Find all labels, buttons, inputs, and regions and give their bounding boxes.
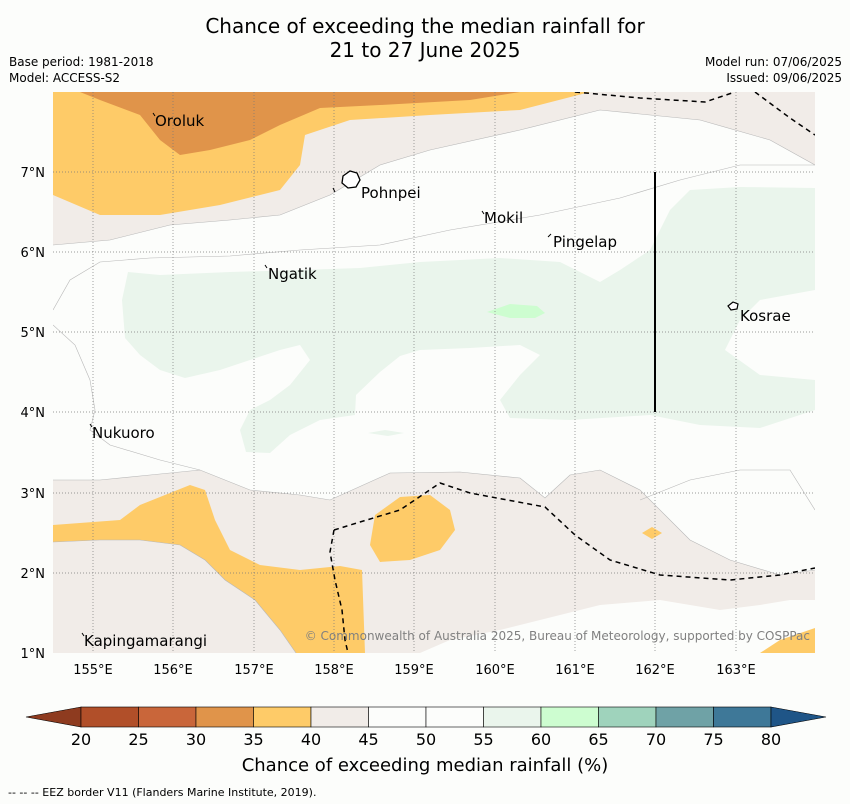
place-label-nukuoro: Nukuoro (92, 424, 155, 442)
lon-tick: 157°E (234, 663, 274, 678)
lat-tick: 7°N (21, 166, 46, 181)
lat-tick: 5°N (21, 326, 46, 341)
place-label-oroluk: Oroluk (155, 112, 204, 130)
map-title-line2: 21 to 27 June 2025 (329, 38, 521, 62)
place-label-pohnpei: Pohnpei (361, 184, 421, 202)
colorbar-tick-label: 80 (761, 730, 781, 749)
pohnpei-island-icon (341, 170, 361, 189)
colorbar-tick-label: 30 (186, 730, 206, 749)
contour-lines (53, 109, 815, 653)
colorbar-tick-label: 75 (703, 730, 723, 749)
colorbar-bin (598, 706, 657, 728)
colorbar-bin (655, 706, 714, 728)
colorbar: 20 25 30 35 40 45 50 55 60 65 70 75 80 (25, 706, 827, 749)
lat-tick: 6°N (21, 246, 46, 261)
place-label-ngatik: Ngatik (268, 265, 317, 283)
lat-tick: 4°N (21, 406, 46, 421)
model-run-label: Model run: 07/06/2025 (704, 55, 842, 69)
south-orange-blob (370, 495, 455, 562)
green-55-sliver (368, 430, 404, 436)
colorbar-bin (540, 706, 599, 728)
colorbar-tick-label: 20 (71, 730, 91, 749)
colorbar-bin (483, 706, 542, 728)
colorbar-bin (713, 706, 772, 728)
kosrae-island-icon (727, 301, 739, 311)
south-light-band (53, 470, 815, 653)
colorbar-bin (80, 706, 139, 728)
base-period-label: Base period: 1981-2018 (9, 55, 154, 69)
lon-tick: 156°E (153, 663, 193, 678)
lat-tick: 2°N (21, 567, 46, 582)
lat-tick: 1°N (21, 647, 46, 662)
lon-tick: 159°E (394, 663, 434, 678)
map-fields: Oroluk Pohnpei Mokil Pingelap Ngatik Kos… (53, 92, 815, 653)
issued-label: Issued: 09/06/2025 (726, 71, 842, 85)
colorbar-tick-label: 60 (531, 730, 551, 749)
colorbar-bin (368, 706, 427, 728)
eez-borders (329, 92, 815, 653)
colorbar-bin (253, 706, 312, 728)
colorbar-bin (310, 706, 369, 728)
colorbar-tick-label: 25 (128, 730, 148, 749)
eez-footnote: -- -- -- EEZ border V11 (Flanders Marine… (8, 786, 317, 799)
copyright-notice: © Commonwealth of Australia 2025, Bureau… (305, 629, 810, 643)
colorbar-bin (195, 706, 254, 728)
colorbar-tick-label: 65 (588, 730, 608, 749)
lon-tick: 163°E (716, 663, 756, 678)
central-green-area (122, 187, 815, 453)
green-60-65-blob (487, 304, 545, 318)
south-orange-diamond (642, 527, 662, 539)
lon-tick-labels: 155°E 156°E 157°E 158°E 159°E 160°E 161°… (73, 663, 756, 678)
colorbar-tick-label: 50 (416, 730, 436, 749)
model-label: Model: ACCESS-S2 (9, 71, 121, 85)
lat-tick: 3°N (21, 487, 46, 502)
colorbar-tick-label: 55 (473, 730, 493, 749)
colorbar-over-arrow (770, 706, 827, 728)
colorbar-tick-label: 35 (243, 730, 263, 749)
colorbar-bin (138, 706, 197, 728)
lon-tick: 162°E (635, 663, 675, 678)
south-orange-west (53, 485, 365, 653)
map-title-line1: Chance of exceeding the median rainfall … (205, 14, 645, 38)
lat-tick-labels: 7°N 6°N 5°N 4°N 3°N 2°N 1°N (21, 166, 46, 662)
colorbar-tick-label: 70 (646, 730, 666, 749)
place-label-mokil: Mokil (484, 209, 523, 227)
colorbar-under-arrow (25, 706, 82, 728)
place-label-pingelap: Pingelap (553, 233, 617, 251)
atoll-marks (81, 112, 552, 637)
colorbar-tick-label: 40 (301, 730, 321, 749)
lon-tick: 161°E (555, 663, 595, 678)
colorbar-label: Chance of exceeding median rainfall (%) (241, 755, 609, 776)
south-orange-east (760, 628, 815, 653)
place-label-kosrae: Kosrae (740, 307, 791, 325)
place-label-kapingamarangi: Kapingamarangi (84, 632, 207, 650)
colorbar-tick-label: 45 (358, 730, 378, 749)
lon-tick: 155°E (73, 663, 113, 678)
north-dark-orange (80, 92, 520, 155)
lon-tick: 160°E (475, 663, 515, 678)
lon-tick: 158°E (314, 663, 354, 678)
colorbar-bin (425, 706, 484, 728)
